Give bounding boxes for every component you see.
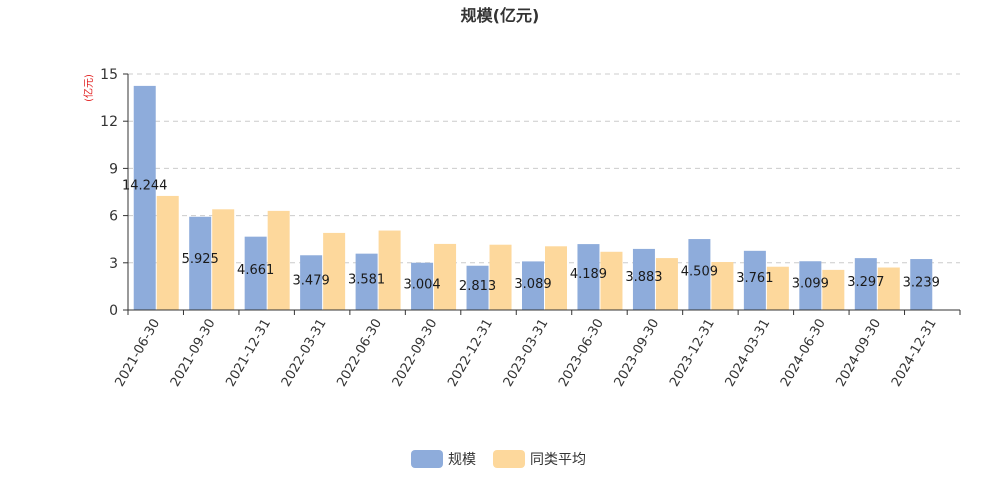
data-label: 14.244 <box>122 179 168 194</box>
x-tick-label: 2024-03-31 <box>723 317 774 390</box>
legend-label[interactable]: 规模 <box>448 452 476 468</box>
legend-label[interactable]: 同类平均 <box>530 452 586 468</box>
y-tick-label: 9 <box>109 161 118 177</box>
bar-peer-average[interactable] <box>766 266 789 310</box>
legend[interactable]: 规模 同类平均 <box>411 450 586 468</box>
data-label: 4.189 <box>570 267 607 282</box>
y-tick-label: 3 <box>109 256 118 272</box>
bar-scale[interactable] <box>411 262 434 310</box>
grid-lines <box>128 73 960 264</box>
bar-peer-average[interactable] <box>267 210 290 310</box>
x-tick-label: 2022-03-31 <box>279 317 330 390</box>
x-tick-label: 2022-06-30 <box>334 317 385 390</box>
data-labels: 14.244 5.925 4.661 3.479 3.581 3.004 2.813 3.08… <box>122 179 940 295</box>
data-label: 3.479 <box>293 273 330 288</box>
data-label: 3.239 <box>903 275 940 290</box>
bars <box>133 85 933 310</box>
y-axis-unit-label: (亿元) <box>82 74 95 102</box>
bar-scale[interactable] <box>632 248 655 310</box>
data-label: 3.089 <box>514 277 551 292</box>
bar-scale[interactable] <box>577 244 600 310</box>
bar-scale[interactable] <box>910 259 933 310</box>
bar-peer-average[interactable] <box>600 251 623 310</box>
data-label: 3.004 <box>403 278 440 293</box>
bar-peer-average[interactable] <box>212 209 235 310</box>
data-label: 3.297 <box>847 275 884 290</box>
bar-peer-average[interactable] <box>655 258 678 310</box>
bar-scale[interactable] <box>300 255 323 310</box>
bar-scale[interactable] <box>466 265 489 310</box>
bar-peer-average[interactable] <box>711 262 734 310</box>
bar-scale[interactable] <box>355 253 378 310</box>
data-label: 4.661 <box>237 263 274 278</box>
x-tick-label: 2023-12-31 <box>667 317 718 390</box>
bar-scale[interactable] <box>743 250 766 310</box>
data-label: 5.925 <box>182 252 219 267</box>
x-tick-label: 2021-06-30 <box>112 317 163 390</box>
bar-scale[interactable] <box>799 261 822 310</box>
x-tick-label: 2022-12-31 <box>445 317 496 390</box>
data-label: 2.813 <box>459 279 496 294</box>
x-tick-label: 2023-09-30 <box>612 317 663 390</box>
legend-swatch[interactable] <box>493 450 525 468</box>
x-tick-label: 2023-06-30 <box>556 317 607 390</box>
y-tick-label: 15 <box>100 67 118 83</box>
bar-peer-average[interactable] <box>434 243 457 310</box>
data-label: 3.099 <box>792 277 829 292</box>
x-tick-label: 2024-06-30 <box>778 317 829 390</box>
data-label: 3.761 <box>736 271 773 286</box>
bar-peer-average[interactable] <box>545 246 567 310</box>
data-label: 3.581 <box>348 272 385 287</box>
data-label: 4.509 <box>681 264 718 279</box>
data-label: 3.883 <box>625 270 662 285</box>
bar-peer-average[interactable] <box>877 267 900 310</box>
y-tick-label: 6 <box>109 209 118 225</box>
bar-scale[interactable] <box>854 258 877 310</box>
bar-peer-average[interactable] <box>489 244 512 310</box>
x-tick-label: 2021-09-30 <box>168 317 219 390</box>
y-tick-label: 12 <box>100 114 118 130</box>
x-tick-label: 2024-09-30 <box>833 317 884 390</box>
bar-scale[interactable] <box>133 85 156 310</box>
y-tick-label: 0 <box>109 303 118 319</box>
bar-scale[interactable] <box>522 261 544 310</box>
bar-scale[interactable] <box>189 216 212 310</box>
bar-peer-average[interactable] <box>378 230 401 310</box>
legend-swatch[interactable] <box>411 450 443 468</box>
x-tick-label: 2021-12-31 <box>223 317 274 390</box>
bar-scale[interactable] <box>688 239 711 310</box>
chart-title: 规模(亿元) <box>461 6 540 25</box>
bar-peer-average[interactable] <box>323 232 346 310</box>
bar-peer-average[interactable] <box>156 195 179 310</box>
bar-scale[interactable] <box>244 236 267 310</box>
x-tick-label: 2024-12-31 <box>889 317 940 390</box>
x-tick-label: 2022-09-30 <box>390 316 441 389</box>
x-tick-label: 2023-03-31 <box>501 317 552 390</box>
bar-peer-average[interactable] <box>822 269 845 310</box>
